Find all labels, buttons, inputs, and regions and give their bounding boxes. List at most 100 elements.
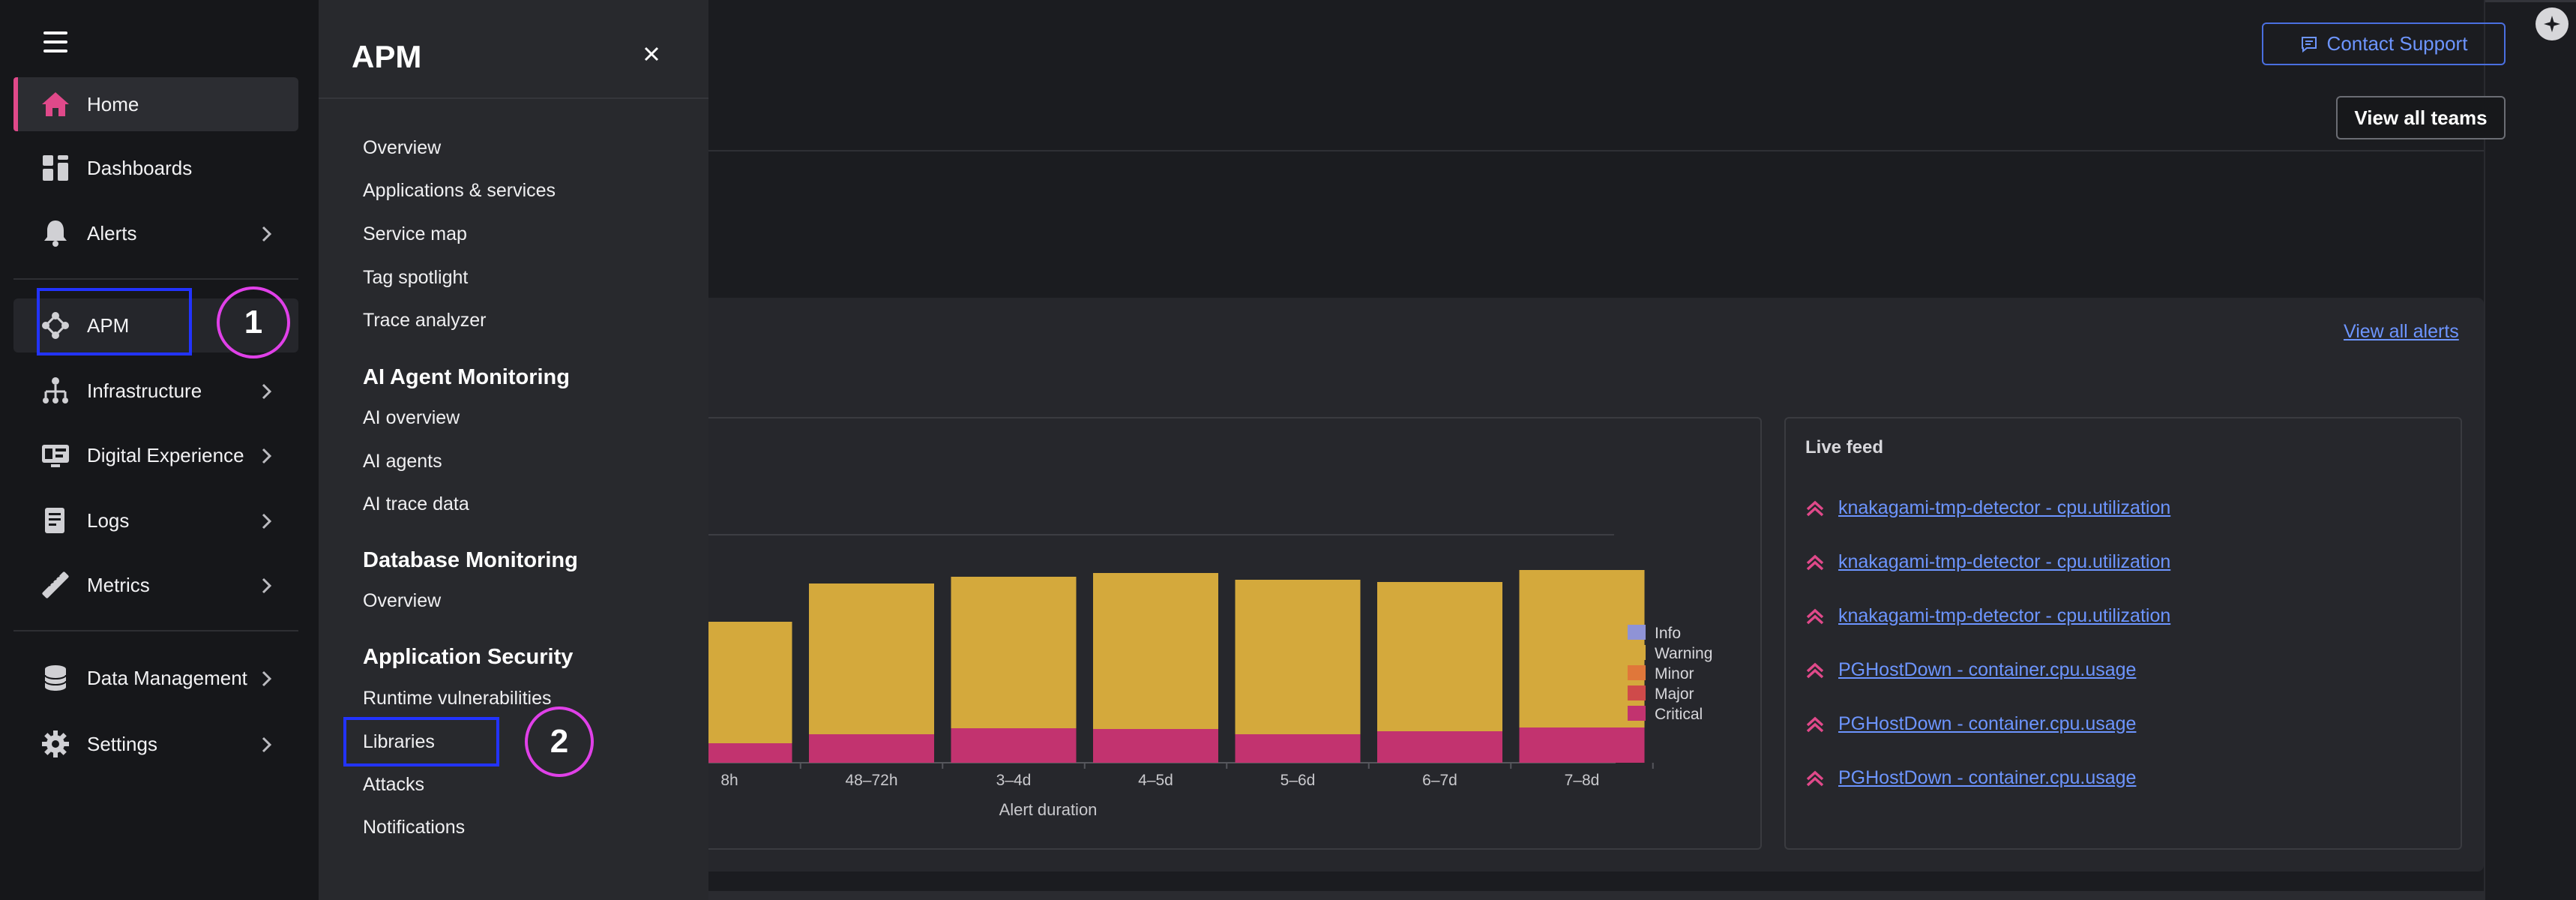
nav-label-home: Home xyxy=(87,92,139,116)
nav-item-alerts[interactable]: Alerts xyxy=(13,206,298,260)
chat-icon xyxy=(2301,36,2317,52)
live-feed-link[interactable]: PGHostDown - container.cpu.usage xyxy=(1838,767,2137,788)
chart-legend-label: Major xyxy=(1655,686,1694,703)
nav-item-metrics[interactable]: Metrics xyxy=(13,558,298,612)
view-all-teams-label: View all teams xyxy=(2354,106,2488,129)
live-feed-link[interactable]: knakagami-tmp-detector - cpu.utilization xyxy=(1838,551,2171,572)
close-icon[interactable] xyxy=(637,39,666,69)
chart-bar-warning xyxy=(951,577,1077,728)
nav-label-data-management: Data Management xyxy=(87,666,247,689)
nav-label-dashboards: Dashboards xyxy=(87,156,193,179)
chart-bar-critical xyxy=(1377,731,1502,763)
chart-legend-swatch xyxy=(1628,706,1646,721)
live-feed-link[interactable]: PGHostDown - container.cpu.usage xyxy=(1838,659,2137,680)
left-navigation: Home Dashboards Alerts APM Infrastructur… xyxy=(0,0,319,900)
callout-number: 1 xyxy=(244,304,263,340)
flyout-link-ai-trace-data[interactable]: AI trace data xyxy=(363,494,469,514)
apm-flyout-menu: APM Overview Applications & services Ser… xyxy=(319,0,708,900)
callout-marker-1: 1 xyxy=(217,286,290,358)
nav-divider xyxy=(13,278,298,280)
flyout-title: APM xyxy=(352,39,422,74)
database-icon xyxy=(39,662,72,694)
chart-bar-warning xyxy=(1377,582,1502,731)
right-edge-border xyxy=(2484,0,2485,900)
view-all-alerts-link[interactable]: View all alerts xyxy=(2344,321,2459,342)
nav-label-digital-experience: Digital Experience xyxy=(87,443,244,466)
apm-icon xyxy=(39,309,72,342)
live-feed-link[interactable]: PGHostDown - container.cpu.usage xyxy=(1838,713,2137,734)
nav-label-settings: Settings xyxy=(87,732,157,755)
ai-assistant-icon[interactable] xyxy=(2536,8,2569,40)
chart-legend-swatch xyxy=(1628,665,1646,680)
nav-item-digital-experience[interactable]: Digital Experience xyxy=(13,428,298,482)
live-feed-link[interactable]: knakagami-tmp-detector - cpu.utilization xyxy=(1838,605,2171,626)
next-panel-edge xyxy=(708,891,2484,900)
nav-label-apm: APM xyxy=(87,314,130,337)
view-all-teams-button[interactable]: View all teams xyxy=(2336,96,2506,140)
flyout-link-db-overview[interactable]: Overview xyxy=(363,590,442,611)
flyout-link-notifications[interactable]: Notifications xyxy=(363,817,466,838)
critical-alert-icon xyxy=(1806,662,1824,678)
chart-bar-critical xyxy=(1093,729,1218,763)
flyout-link-ai-overview[interactable]: AI overview xyxy=(363,407,460,428)
chart-bar-critical xyxy=(809,734,934,763)
chart-legend-swatch xyxy=(1628,625,1646,640)
nav-item-home[interactable]: Home xyxy=(13,77,298,131)
nav-label-infrastructure: Infrastructure xyxy=(87,379,202,402)
chart-bar-critical xyxy=(1519,728,1645,763)
libraries-highlight-box xyxy=(343,717,499,766)
nav-divider xyxy=(13,630,298,632)
chart-legend-label: Info xyxy=(1655,625,1681,642)
live-feed-item[interactable]: PGHostDown - container.cpu.usage xyxy=(1805,659,2136,681)
flyout-link-service-map[interactable]: Service map xyxy=(363,224,467,244)
flyout-link-runtime-vulnerabilities[interactable]: Runtime vulnerabilities xyxy=(363,688,552,709)
nav-item-data-management[interactable]: Data Management xyxy=(13,651,298,705)
nav-item-logs[interactable]: Logs xyxy=(13,494,298,548)
chevron-right-icon xyxy=(262,736,272,753)
flyout-section-database-monitoring: Database Monitoring xyxy=(363,548,578,572)
chart-x-tick-label: 5–6d xyxy=(1281,772,1316,789)
flyout-link-tag-spotlight[interactable]: Tag spotlight xyxy=(363,267,469,288)
nav-item-dashboards[interactable]: Dashboards xyxy=(13,141,298,195)
chart-bar-critical xyxy=(708,743,792,763)
flyout-link-trace-analyzer[interactable]: Trace analyzer xyxy=(363,310,487,331)
flyout-link-applications-services[interactable]: Applications & services xyxy=(363,180,556,201)
flyout-link-overview[interactable]: Overview xyxy=(363,137,442,158)
chart-legend-label: Critical xyxy=(1655,706,1703,723)
live-feed-item[interactable]: knakagami-tmp-detector - cpu.utilization xyxy=(1805,497,2170,519)
callout-number: 2 xyxy=(550,723,569,760)
metrics-icon xyxy=(39,568,72,602)
home-icon xyxy=(39,88,72,121)
live-feed-item[interactable]: knakagami-tmp-detector - cpu.utilization xyxy=(1805,551,2170,573)
chevron-right-icon xyxy=(262,383,272,400)
chart-legend-label: Warning xyxy=(1655,645,1712,662)
critical-alert-icon xyxy=(1806,500,1824,516)
chevron-right-icon xyxy=(262,226,272,242)
flyout-link-ai-agents[interactable]: AI agents xyxy=(363,451,442,472)
flyout-link-attacks[interactable]: Attacks xyxy=(363,774,424,795)
critical-alert-icon xyxy=(1806,716,1824,732)
flyout-section-ai-agent-monitoring: AI Agent Monitoring xyxy=(363,365,570,389)
flyout-section-application-security: Application Security xyxy=(363,645,574,669)
live-feed-item[interactable]: PGHostDown - container.cpu.usage xyxy=(1805,713,2136,735)
contact-support-button[interactable]: Contact Support xyxy=(2262,22,2506,65)
chart-x-tick-label: 3–4d xyxy=(996,772,1032,789)
nav-label-logs: Logs xyxy=(87,508,130,532)
nav-item-infrastructure[interactable]: Infrastructure xyxy=(13,364,298,418)
dashboards-icon xyxy=(39,152,72,184)
chart-x-tick-label: 7–8d xyxy=(1565,772,1600,789)
live-feed-item[interactable]: knakagami-tmp-detector - cpu.utilization xyxy=(1805,605,2170,627)
hamburger-menu-icon[interactable] xyxy=(43,32,67,52)
live-feed-card xyxy=(1784,417,2462,850)
chart-bar-warning xyxy=(1235,580,1361,734)
flyout-link-libraries[interactable]: Libraries xyxy=(363,731,435,752)
live-feed-link[interactable]: knakagami-tmp-detector - cpu.utilization xyxy=(1838,497,2171,518)
live-feed-item[interactable]: PGHostDown - container.cpu.usage xyxy=(1805,767,2136,789)
chart-x-tick-label: 4–5d xyxy=(1138,772,1173,789)
flyout-divider xyxy=(319,98,708,99)
chevron-right-icon xyxy=(262,448,272,464)
alert-duration-chart-card xyxy=(708,417,1762,850)
chart-x-tick-label: 8h xyxy=(720,772,738,789)
nav-item-settings[interactable]: Settings xyxy=(13,717,298,771)
chart-legend-swatch xyxy=(1628,686,1646,700)
